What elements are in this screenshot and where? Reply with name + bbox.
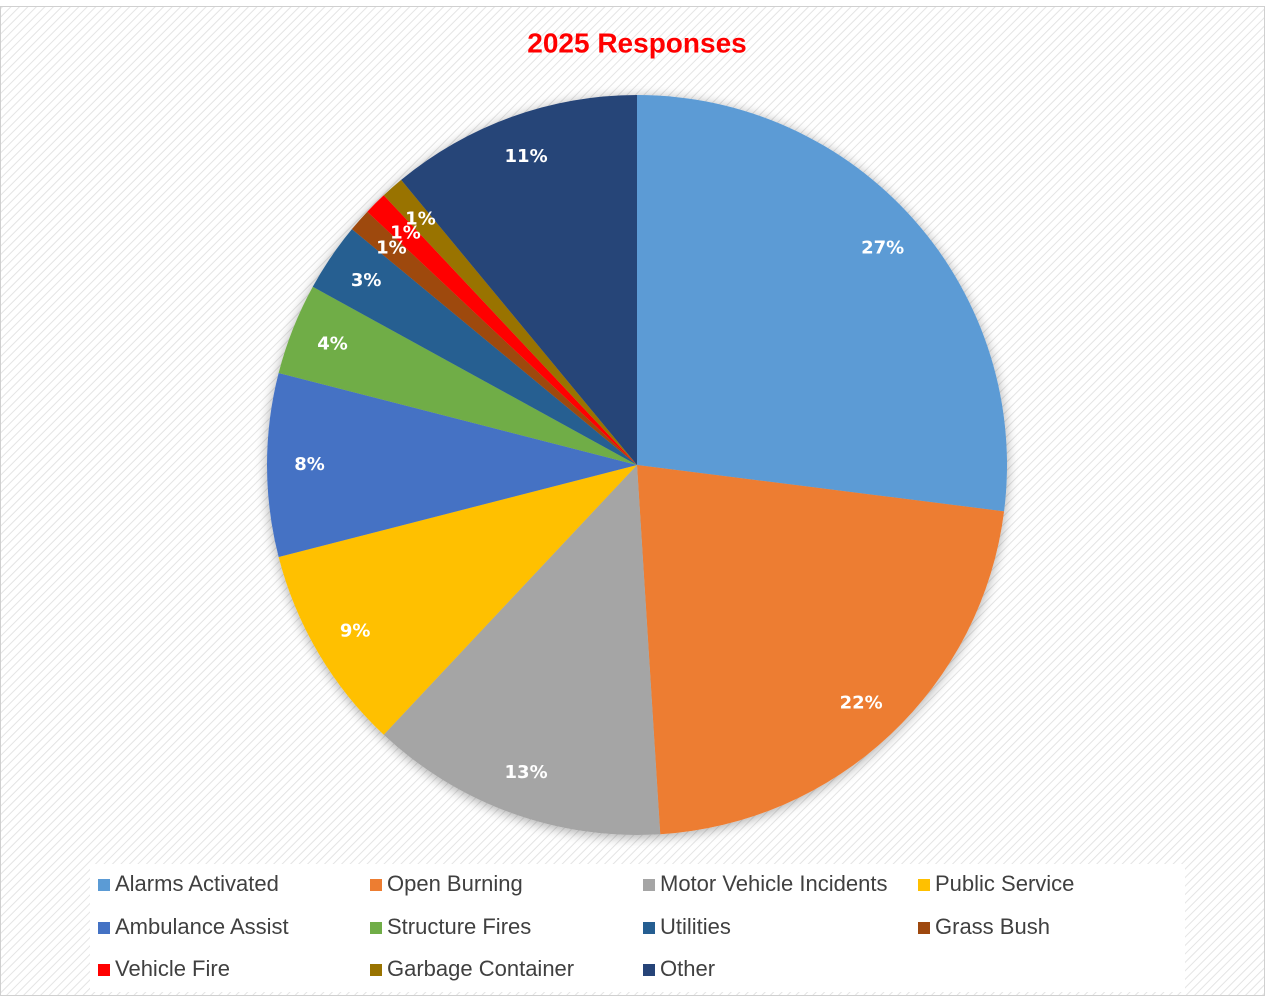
legend-marker bbox=[370, 922, 382, 934]
legend-label: Open Burning bbox=[387, 871, 523, 896]
data-label: 4% bbox=[317, 333, 348, 354]
pie-slice bbox=[401, 95, 637, 465]
pie-slice bbox=[383, 179, 637, 465]
pie-slice bbox=[278, 286, 637, 465]
pie-slice bbox=[312, 229, 637, 465]
data-label: 1% bbox=[376, 237, 407, 258]
legend-marker bbox=[643, 879, 655, 891]
data-label: 27% bbox=[861, 237, 904, 258]
pie-slice bbox=[367, 195, 637, 465]
pie-slice bbox=[278, 465, 637, 735]
legend-box bbox=[90, 864, 1185, 992]
legend-marker bbox=[98, 922, 110, 934]
chart-title: 2025 Responses bbox=[527, 27, 746, 58]
legend-label: Utilities bbox=[660, 914, 731, 939]
legend-label: Grass Bush bbox=[935, 914, 1050, 939]
legend-label: Public Service bbox=[935, 871, 1074, 896]
pie-slice bbox=[637, 95, 1007, 512]
legend-label: Structure Fires bbox=[387, 914, 531, 939]
legend-label: Motor Vehicle Incidents bbox=[660, 871, 887, 896]
data-label: 1% bbox=[390, 222, 421, 243]
legend-marker bbox=[98, 879, 110, 891]
legend-label: Alarms Activated bbox=[115, 871, 279, 896]
legend-marker bbox=[370, 964, 382, 976]
data-label: 1% bbox=[405, 208, 436, 229]
legend: Alarms Activated Open Burning Motor Vehicl… bbox=[98, 871, 1074, 981]
data-labels: 27%22%13%9%8%4%3%1%1%1%11% bbox=[294, 146, 904, 783]
legend-marker bbox=[643, 922, 655, 934]
legend-marker bbox=[370, 879, 382, 891]
legend-marker bbox=[918, 922, 930, 934]
pie-slice bbox=[267, 372, 637, 558]
legend-label: Ambulance Assist bbox=[115, 914, 289, 939]
legend-label: Garbage Container bbox=[387, 956, 574, 981]
pie-slice bbox=[351, 211, 637, 465]
data-label: 22% bbox=[840, 693, 883, 714]
legend-marker bbox=[643, 964, 655, 976]
pie-slice bbox=[637, 465, 1005, 835]
data-label: 11% bbox=[505, 146, 548, 167]
data-label: 8% bbox=[294, 454, 325, 475]
data-label: 3% bbox=[351, 270, 382, 291]
data-label: 13% bbox=[505, 762, 548, 783]
data-label: 9% bbox=[340, 621, 371, 642]
legend-marker bbox=[918, 879, 930, 891]
legend-label: Other bbox=[660, 956, 715, 981]
legend-marker bbox=[98, 964, 110, 976]
legend-label: Vehicle Fire bbox=[115, 956, 230, 981]
pie bbox=[267, 95, 1007, 835]
pie-slice bbox=[383, 465, 661, 835]
